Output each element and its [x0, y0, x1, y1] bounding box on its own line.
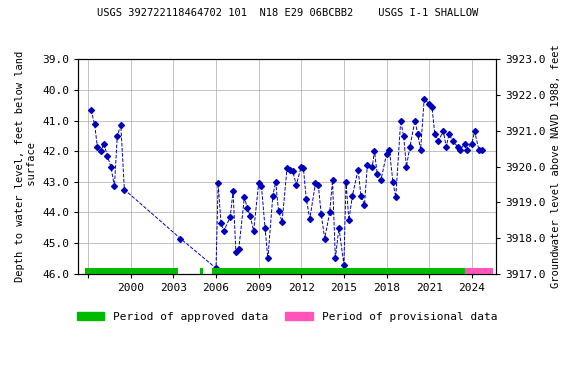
Legend: Period of approved data, Period of provisional data: Period of approved data, Period of provi… — [77, 312, 498, 322]
Text: USGS 392722118464702 101  N18 E29 06BCBB2    USGS I-1 SHALLOW: USGS 392722118464702 101 N18 E29 06BCBB2… — [97, 8, 479, 18]
Y-axis label: Depth to water level, feet below land
 surface: Depth to water level, feet below land su… — [15, 51, 37, 282]
Y-axis label: Groundwater level above NAVD 1988, feet: Groundwater level above NAVD 1988, feet — [551, 45, 561, 288]
